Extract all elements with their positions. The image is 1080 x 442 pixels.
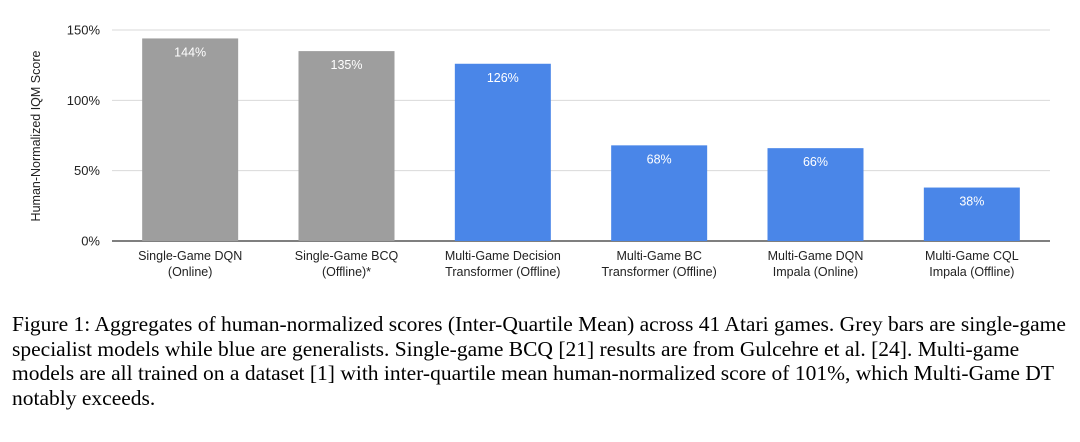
bars <box>142 38 1020 242</box>
y-tick-label: 0% <box>81 234 100 249</box>
x-tick-label: Multi-Game CQL <box>925 249 1019 263</box>
y-tick-label: 150% <box>67 23 101 38</box>
bar-3 <box>454 63 551 242</box>
x-axis-categories: Single-Game DQN (Online) Single-Game BCQ (O… <box>138 249 1019 279</box>
x-tick-label: Single-Game DQN <box>138 249 242 263</box>
bar-4 <box>611 145 708 241</box>
x-tick-label: (Online) <box>168 265 212 279</box>
bar-1 <box>142 38 239 241</box>
x-tick-label: Single-Game BCQ <box>295 249 399 263</box>
x-tick-label: Impala (Online) <box>773 265 858 279</box>
data-label-5: 66% <box>803 155 828 169</box>
y-tick-label: 50% <box>74 163 100 178</box>
data-labels: 144% 135% 126% 68% 66% 38% <box>174 45 984 208</box>
figure-label: Figure 1: <box>12 312 91 336</box>
data-label-1: 144% <box>174 45 206 59</box>
data-label-2: 135% <box>331 58 363 72</box>
bar-chart: 0% 50% 100% 150% 144% 135% 126% 68% 66% 38% Sing… <box>29 23 1050 279</box>
y-tick-label: 100% <box>67 93 101 108</box>
gridlines <box>112 29 1050 242</box>
figure-caption: Figure 1: Aggregates of human-normalized… <box>12 312 1070 410</box>
data-label-4: 68% <box>647 152 672 166</box>
x-tick-label: Transformer (Offline) <box>445 265 560 279</box>
bar-5 <box>767 148 864 241</box>
bar-2 <box>298 51 395 241</box>
x-tick-label: Impala (Offline) <box>929 265 1014 279</box>
bar-6 <box>923 187 1020 241</box>
x-tick-label: Transformer (Offline) <box>602 265 717 279</box>
x-tick-label: Multi-Game Decision <box>445 249 561 263</box>
x-tick-label: (Offline)* <box>322 265 371 279</box>
data-label-3: 126% <box>487 71 519 85</box>
y-axis-title: Human-Normalized IQM Score <box>29 51 43 222</box>
x-tick-label: Multi-Game BC <box>616 249 701 263</box>
data-label-6: 38% <box>959 195 984 209</box>
x-tick-label: Multi-Game DQN <box>768 249 864 263</box>
y-axis-ticks: 0% 50% 100% 150% <box>67 23 101 249</box>
caption-text: Aggregates of human-normalized scores (I… <box>12 312 1066 410</box>
